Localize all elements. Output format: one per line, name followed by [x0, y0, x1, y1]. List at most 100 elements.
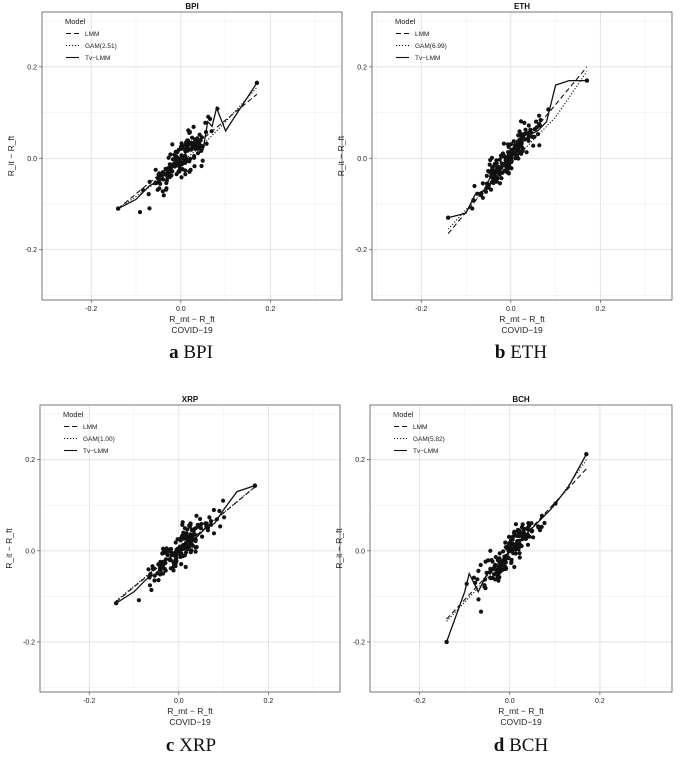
chart-title: ETH: [514, 2, 530, 11]
data-point: [218, 524, 223, 529]
data-point: [165, 548, 171, 554]
data-point: [161, 549, 166, 555]
y-axis-label: R_it − R_ft: [334, 528, 344, 569]
y-tick-label: 0.0: [355, 548, 365, 555]
data-point: [494, 161, 499, 166]
legend-title: Model: [63, 410, 84, 419]
legend-label: Tv−LMM: [415, 55, 440, 62]
legend-title: Model: [395, 17, 416, 26]
x-tick-label: -0.2: [414, 698, 426, 705]
data-point: [188, 156, 193, 161]
data-point: [170, 169, 175, 174]
data-point: [146, 192, 151, 197]
data-point: [506, 534, 512, 540]
data-point: [184, 534, 189, 539]
data-point: [153, 167, 158, 172]
data-point: [167, 558, 172, 563]
data-point: [497, 181, 503, 186]
data-point: [195, 151, 201, 156]
data-point: [194, 513, 199, 518]
legend-label: GAM(2.51): [85, 43, 117, 50]
data-point: [516, 133, 521, 138]
x-tick-label: 0.2: [595, 698, 605, 705]
tv-lmm-line: [117, 82, 258, 210]
data-point: [490, 559, 495, 564]
chart-panel-bch: BCH -0.2 -0.2 0.0 0.0 0.2 0.2 R_mt − R_ftCOVID−…: [334, 395, 673, 727]
x-axis-sublabel: COVID−19: [169, 717, 211, 727]
data-point: [536, 524, 541, 529]
data-point: [175, 537, 180, 542]
chart-title: XRP: [182, 395, 199, 404]
data-point: [146, 567, 151, 572]
data-point: [164, 180, 169, 186]
data-point: [506, 556, 511, 561]
scatter-points: [445, 78, 590, 220]
data-point: [503, 540, 508, 545]
legend: Model LMM GAM(2.51) Tv−LMM: [65, 17, 117, 62]
data-point: [211, 507, 216, 513]
data-point: [488, 576, 493, 581]
data-point: [179, 562, 184, 567]
x-axis-label: R_mt − R_ft: [169, 314, 215, 324]
data-point: [488, 548, 493, 553]
caption-letter: d: [493, 735, 505, 756]
data-point: [510, 534, 515, 540]
y-axis-label: R_it − R_ft: [6, 135, 16, 176]
x-tick-label: -0.2: [83, 698, 95, 705]
plot-frame: [369, 404, 673, 693]
data-point: [187, 523, 192, 528]
scatter-points: [115, 80, 260, 215]
tv-lmm-line: [115, 484, 256, 604]
data-point: [537, 122, 542, 127]
data-point: [195, 136, 200, 141]
data-point: [137, 210, 143, 215]
chart-panel-bpi: BPI -0.2 -0.2 0.0 0.0 0.2 0.2 R_mt − R_ftCOVID−…: [6, 2, 343, 335]
caption-letter: c: [165, 735, 175, 756]
data-point: [192, 155, 197, 160]
y-tick-label: -0.2: [23, 639, 35, 646]
data-point: [539, 524, 544, 530]
chart-panel-eth: ETH -0.2 -0.2 0.0 0.0 0.2 0.2 R_mt − R_ftCOVID−…: [336, 2, 673, 335]
data-point: [486, 558, 491, 563]
data-point: [471, 575, 476, 580]
data-point: [191, 528, 196, 533]
data-point: [483, 586, 488, 591]
data-point: [147, 206, 152, 211]
data-point: [509, 142, 514, 147]
x-axis-label: R_mt − R_ft: [498, 706, 544, 716]
y-tick-label: 0.0: [27, 156, 37, 163]
data-point: [470, 206, 475, 211]
data-point: [509, 560, 514, 566]
data-point: [160, 189, 165, 194]
caption-d: d BCH: [350, 735, 685, 757]
data-point: [517, 529, 522, 535]
data-point: [517, 129, 522, 134]
x-tick-label: -0.2: [85, 306, 97, 313]
data-point: [164, 187, 169, 192]
data-point: [542, 520, 547, 526]
data-point: [537, 113, 542, 118]
data-point: [199, 521, 204, 527]
legend-label: Tv−LMM: [413, 448, 438, 455]
data-point: [221, 498, 226, 503]
legend-label: GAM(5.82): [413, 436, 445, 443]
data-point: [168, 566, 173, 571]
data-point: [530, 134, 535, 139]
data-point: [517, 555, 522, 560]
data-point: [472, 183, 477, 189]
data-point: [518, 119, 524, 124]
data-point: [192, 144, 197, 149]
legend: Model LMM GAM(1.00) Tv−LMM: [63, 410, 115, 455]
y-tick-label: 0.2: [27, 64, 37, 71]
data-point: [200, 534, 205, 539]
legend-label: GAM(1.00): [83, 436, 115, 443]
data-point: [500, 151, 506, 156]
data-point: [211, 531, 217, 536]
data-point: [475, 577, 480, 582]
data-point: [200, 158, 205, 163]
x-tick-label: 0.0: [506, 306, 516, 313]
data-point: [483, 189, 489, 194]
data-point: [199, 148, 204, 153]
data-point: [520, 522, 525, 527]
